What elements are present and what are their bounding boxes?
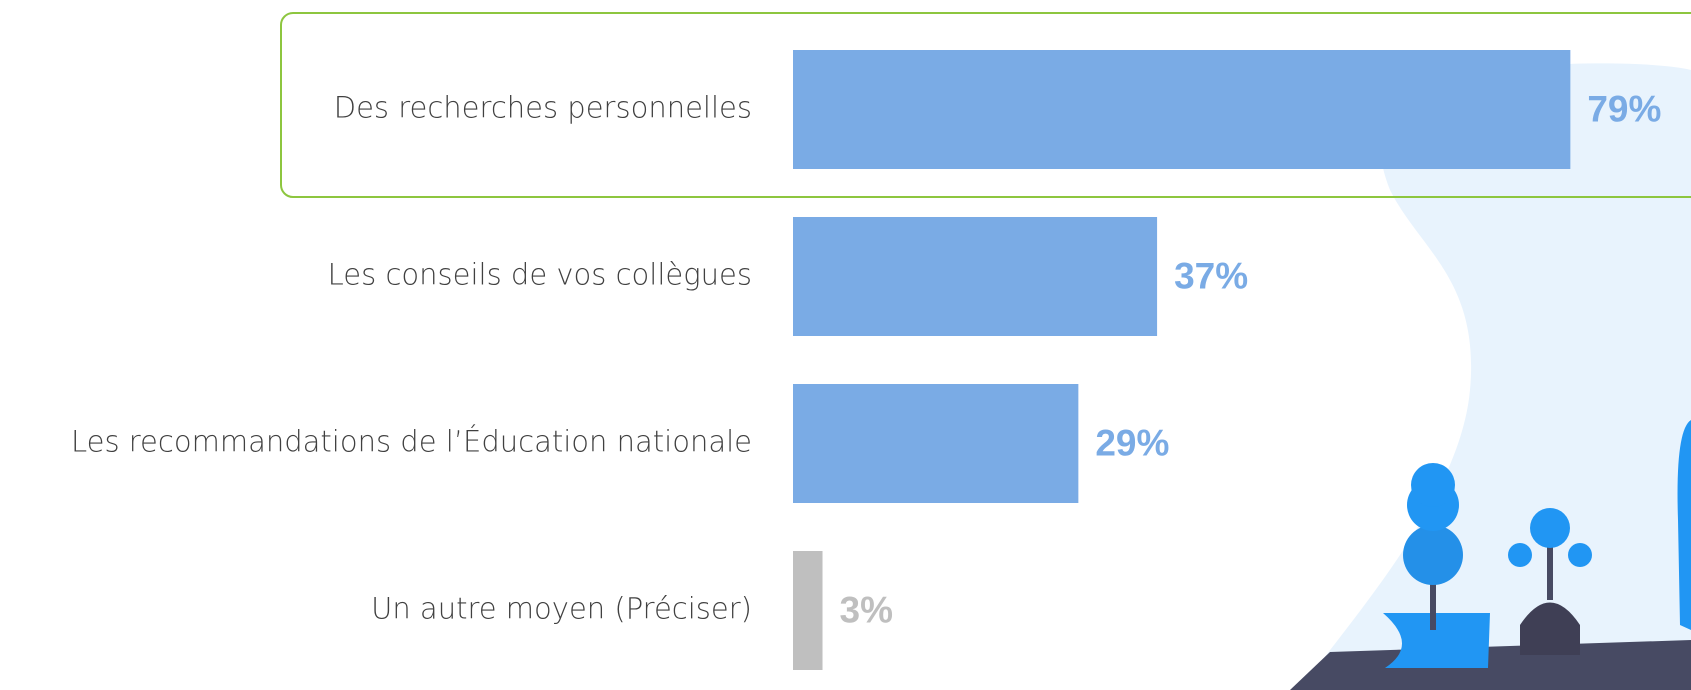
bar [793, 217, 1157, 336]
category-label: Les conseils de vos collègues [328, 258, 752, 292]
chart: Des recherches personnelles 79% Les consei… [0, 0, 1691, 690]
category-label: Les recommandations de l’Éducation natio… [71, 425, 752, 459]
bar [793, 50, 1570, 169]
value-label: 3% [840, 589, 893, 630]
value-label: 37% [1174, 255, 1248, 296]
bar [793, 384, 1078, 503]
value-label: 29% [1095, 422, 1169, 463]
value-label: 79% [1587, 88, 1661, 129]
page: Des recherches personnelles 79% Les consei… [0, 0, 1691, 690]
category-label: Des recherches personnelles [334, 91, 752, 125]
category-label: Un autre moyen (Préciser) [371, 592, 752, 626]
bar [793, 551, 823, 670]
